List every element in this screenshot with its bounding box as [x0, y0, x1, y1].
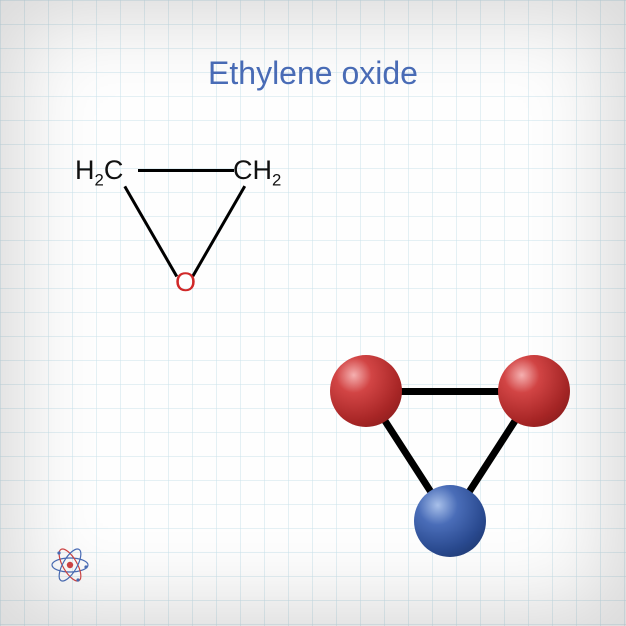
atom-icon: [50, 545, 90, 585]
atom-label-c2: CH2: [233, 155, 281, 186]
bond-c1-o: [124, 186, 178, 277]
model-atom-c1: [330, 355, 402, 427]
bond-c1-c2: [138, 169, 234, 172]
bond-c2-o: [192, 186, 246, 277]
atom-label-c1: H2C: [75, 155, 123, 186]
molecule-title: Ethylene oxide: [0, 55, 626, 92]
model-atom-o: [414, 485, 486, 557]
ball-stick-model: [330, 355, 580, 575]
model-atom-c2: [498, 355, 570, 427]
atom-label-o: O: [175, 267, 196, 298]
structural-formula: H2C CH2 O: [75, 155, 285, 305]
page-container: Ethylene oxide H2C CH2 O: [0, 0, 626, 626]
